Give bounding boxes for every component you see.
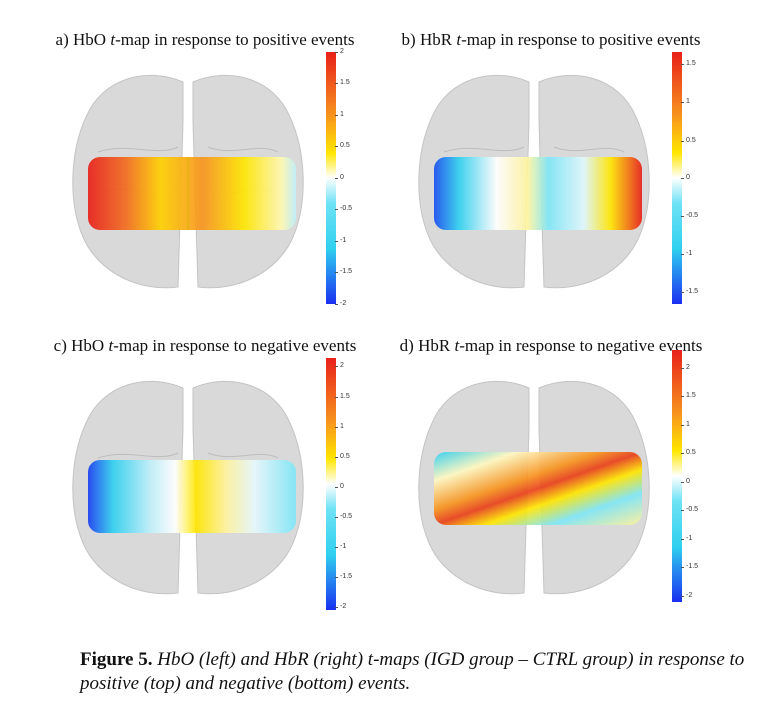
panel-b-title: b) HbR t-map in response to positive eve… — [401, 30, 701, 49]
panel-c-title: c) HbO t-map in response to negative eve… — [53, 336, 357, 355]
colorbar-d — [672, 350, 682, 602]
figure-caption: Figure 5. HbO (left) and HbR (right) t-m… — [80, 648, 750, 696]
caption-text: HbO (left) and HbR (right) t-maps (IGD g… — [80, 649, 745, 694]
brain-hbr-positive-map — [418, 75, 650, 289]
panel-d-title: d) HbR t-map in response to negative eve… — [399, 336, 703, 355]
panel-a-title: a) HbO t-map in response to positive eve… — [55, 30, 355, 49]
panel-b: b) HbR t-map in response to positive eve… — [386, 30, 756, 330]
colorbar-c — [326, 358, 336, 610]
colorbar-b — [672, 52, 682, 304]
panel-c: c) HbO t-map in response to negative eve… — [40, 336, 410, 636]
panel-d: d) HbR t-map in response to negative eve… — [386, 336, 756, 636]
brain-hbr-negative-map — [418, 381, 650, 595]
brain-hbo-positive-map — [72, 75, 304, 289]
caption-label: Figure 5. — [80, 649, 153, 670]
brain-hbo-negative-map — [72, 381, 304, 595]
colorbar-a — [326, 52, 336, 304]
panel-a: a) HbO t-map in response to positive eve… — [40, 30, 410, 330]
